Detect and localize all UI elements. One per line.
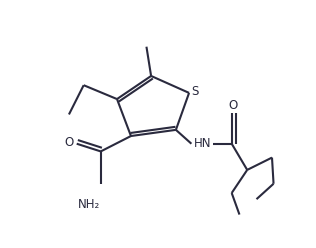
Text: O: O	[64, 136, 74, 149]
Text: HN: HN	[193, 137, 211, 150]
Text: NH₂: NH₂	[78, 198, 100, 211]
Text: S: S	[191, 85, 199, 98]
Text: O: O	[228, 99, 238, 112]
